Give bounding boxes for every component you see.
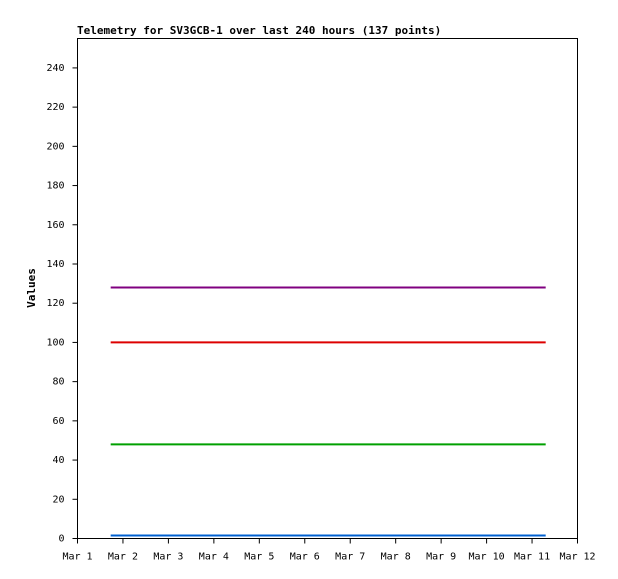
x-tick-label: Mar 11: [514, 552, 550, 563]
y-tick-label: 160: [46, 220, 64, 231]
y-tick-label: 100: [46, 337, 64, 348]
chart-title: Telemetry for SV3GCB-1 over last 240 hou…: [77, 24, 441, 37]
y-tick-label: 220: [46, 102, 64, 113]
y-axis-label: Values: [25, 268, 38, 308]
y-tick-label: 0: [58, 534, 64, 545]
x-tick-label: Mar 8: [381, 552, 411, 563]
x-tick-label: Mar 9: [426, 552, 456, 563]
x-tick-label: Mar 3: [153, 552, 183, 563]
x-tick-label: Mar 5: [244, 552, 274, 563]
y-tick-label: 200: [46, 141, 64, 152]
y-tick-label: 240: [46, 63, 64, 74]
y-tick-label: 140: [46, 259, 64, 270]
x-tick-label: Mar 4: [199, 552, 229, 563]
x-tick-label: Mar 1: [62, 552, 92, 563]
y-tick-label: 60: [52, 416, 64, 427]
x-tick-label: Mar 12: [559, 552, 595, 563]
y-tick-label: 180: [46, 181, 64, 192]
y-tick-label: 20: [52, 494, 64, 505]
plot-frame: [77, 38, 578, 539]
x-tick-label: Mar 7: [335, 552, 365, 563]
x-tick-label: Mar 2: [108, 552, 138, 563]
y-tick-label: 40: [52, 455, 64, 466]
x-tick-label: Mar 6: [290, 552, 320, 563]
y-tick-label: 120: [46, 298, 64, 309]
y-tick-label: 80: [52, 377, 64, 388]
x-tick-label: Mar 10: [469, 552, 505, 563]
